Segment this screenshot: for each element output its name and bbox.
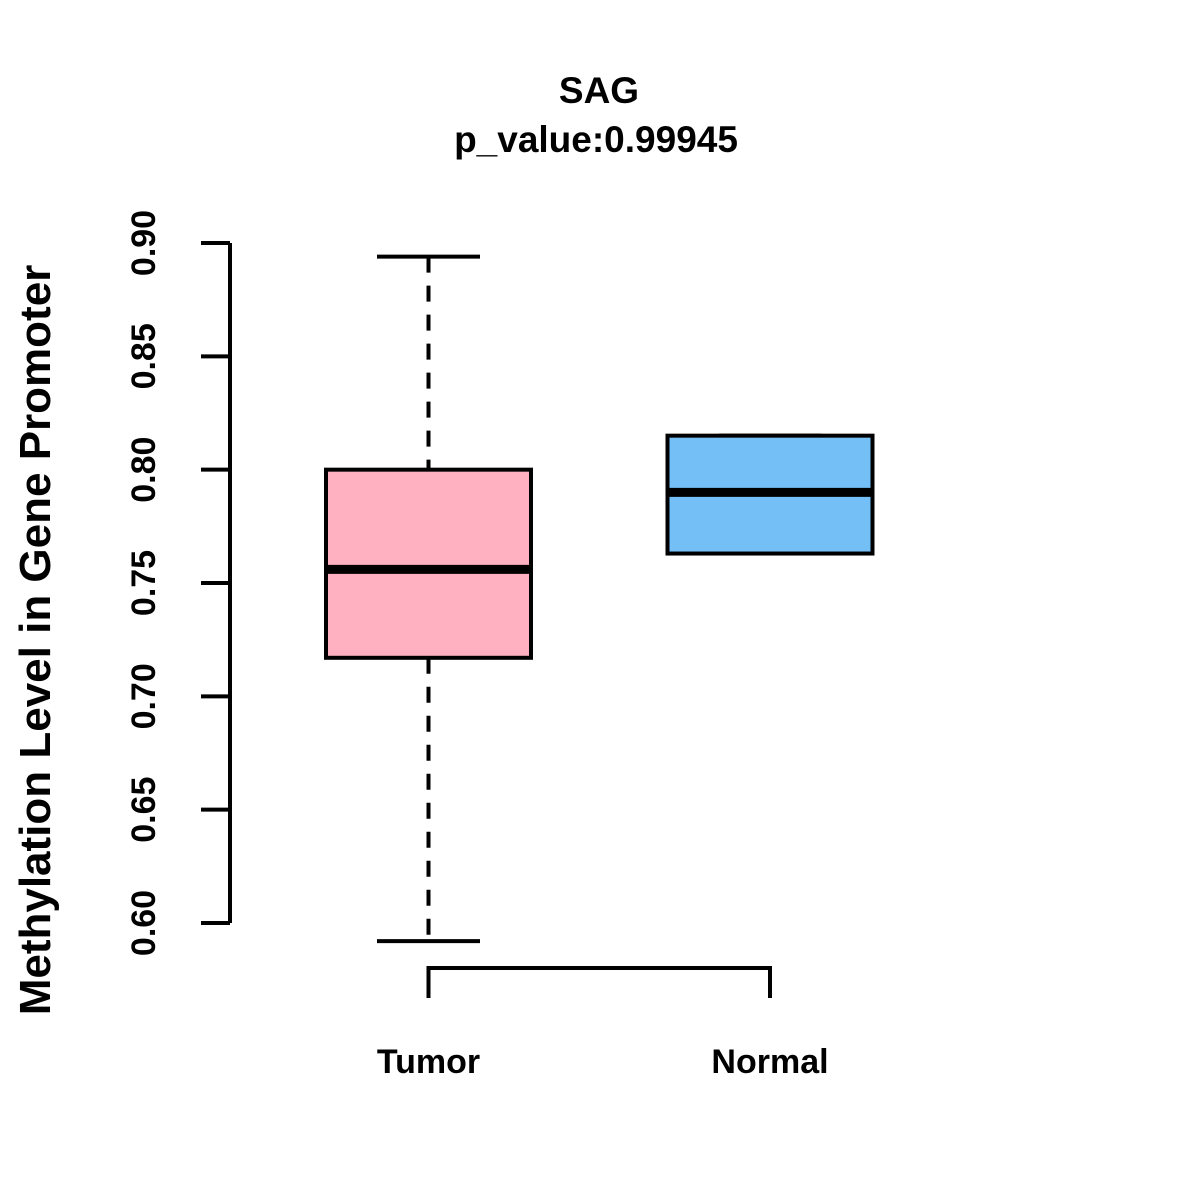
chart-title: SAG: [558, 70, 640, 111]
x-axis-line: [426, 966, 772, 998]
y-tick-label-0.90: 0.90: [125, 210, 163, 276]
y-tick-label-0.85: 0.85: [125, 323, 163, 389]
x-tick-label-tumor: Tumor: [377, 1043, 480, 1081]
x-tick-label-normal: Normal: [711, 1043, 828, 1081]
y-tick-label-0.75: 0.75: [125, 550, 163, 616]
chart-subtitle-pvalue: p_value:0.99945: [454, 119, 738, 160]
box-tumor: [324, 467, 533, 660]
y-tick-label-0.70: 0.70: [125, 663, 163, 729]
y-tick-label-0.80: 0.80: [125, 437, 163, 503]
y-tick-label-0.65: 0.65: [125, 777, 163, 843]
y-tick-label-0.60: 0.60: [125, 890, 163, 956]
